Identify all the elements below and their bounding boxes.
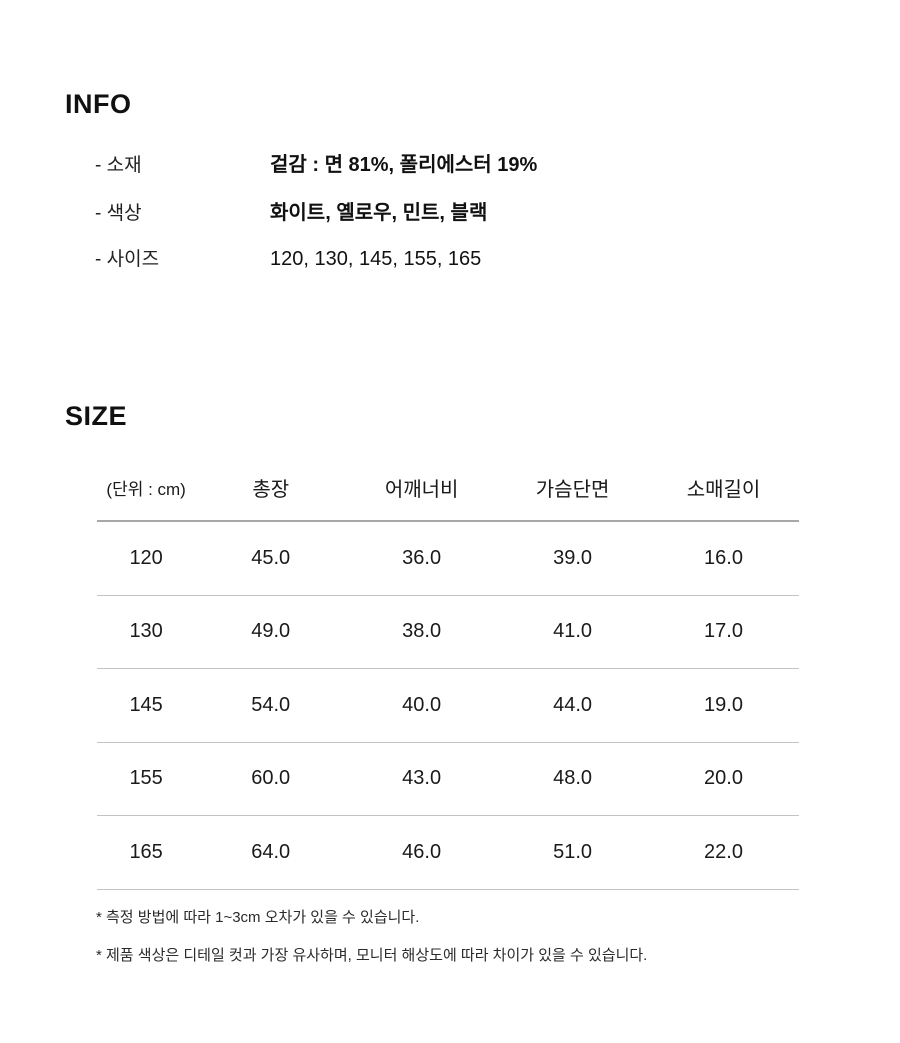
header-total-length: 총장 [195,455,347,522]
header-chest-width: 가슴단면 [497,455,649,522]
info-row-color: - 색상 화이트, 옐로우, 민트, 블랙 [95,196,537,224]
cell-size: 130 [97,595,196,669]
cell-chest-width: 41.0 [497,595,649,669]
cell-total-length: 54.0 [195,668,347,743]
info-label-size: - 사이즈 [95,249,160,270]
cell-sleeve-length: 16.0 [648,521,799,596]
header-sleeve-length: 소매길이 [648,455,799,522]
info-value-color: 화이트, 옐로우, 민트, 블랙 [270,202,488,224]
size-chart-table: (단위 : cm) 총장 어깨너비 가슴단면 소매길이 120 45.0 36.… [97,455,799,890]
header-unit: (단위 : cm) [97,455,196,522]
info-value-material: 겉감 : 면 81%, 폴리에스터 19% [270,154,538,176]
size-section-title: SIZE [65,401,128,431]
size-notes: * 측정 방법에 따라 1~3cm 오차가 있을 수 있습니다. * 제품 색상… [96,899,647,975]
size-table-row-155: 155 60.0 43.0 48.0 20.0 [97,742,799,816]
cell-size: 120 [97,521,196,596]
cell-size: 155 [97,742,196,816]
info-row-material: - 소재 겉감 : 면 81%, 폴리에스터 19% [95,148,538,176]
note-measurement-tolerance: * 측정 방법에 따라 1~3cm 오차가 있을 수 있습니다. [96,909,420,926]
info-label-color: - 색상 [95,203,142,224]
cell-chest-width: 48.0 [497,742,649,816]
cell-chest-width: 39.0 [497,521,649,596]
note-color-disclaimer: * 제품 색상은 디테일 컷과 가장 유사하며, 모니터 해상도에 따라 차이가… [96,947,648,964]
cell-sleeve-length: 19.0 [648,668,799,743]
info-label-material: - 소재 [95,155,142,176]
cell-shoulder-width: 36.0 [346,521,498,596]
cell-total-length: 60.0 [195,742,347,816]
cell-sleeve-length: 22.0 [648,815,799,890]
info-rows: - 소재 겉감 : 면 81%, 폴리에스터 19% - 색상 화이트, 옐로우… [95,148,537,292]
size-table-row-165: 165 64.0 46.0 51.0 22.0 [97,815,799,890]
cell-sleeve-length: 20.0 [648,742,799,816]
cell-shoulder-width: 38.0 [346,595,498,669]
header-shoulder-width: 어깨너비 [346,455,498,522]
cell-total-length: 45.0 [195,521,347,596]
cell-size: 145 [97,668,196,743]
cell-shoulder-width: 40.0 [346,668,498,743]
size-table-row-120: 120 45.0 36.0 39.0 16.0 [97,521,799,596]
cell-chest-width: 44.0 [497,668,649,743]
info-value-size: 120, 130, 145, 155, 165 [270,248,482,270]
info-row-size: - 사이즈 120, 130, 145, 155, 165 [95,244,537,271]
info-section-title: INFO [65,89,132,119]
size-table-row-130: 130 49.0 38.0 41.0 17.0 [97,595,799,669]
cell-sleeve-length: 17.0 [648,595,799,669]
cell-shoulder-width: 46.0 [346,815,498,890]
cell-total-length: 64.0 [195,815,347,890]
size-table-row-145: 145 54.0 40.0 44.0 19.0 [97,668,799,743]
cell-chest-width: 51.0 [497,815,649,890]
cell-total-length: 49.0 [195,595,347,669]
cell-shoulder-width: 43.0 [346,742,498,816]
size-table-header-row: (단위 : cm) 총장 어깨너비 가슴단면 소매길이 [97,455,799,522]
cell-size: 165 [97,815,196,890]
